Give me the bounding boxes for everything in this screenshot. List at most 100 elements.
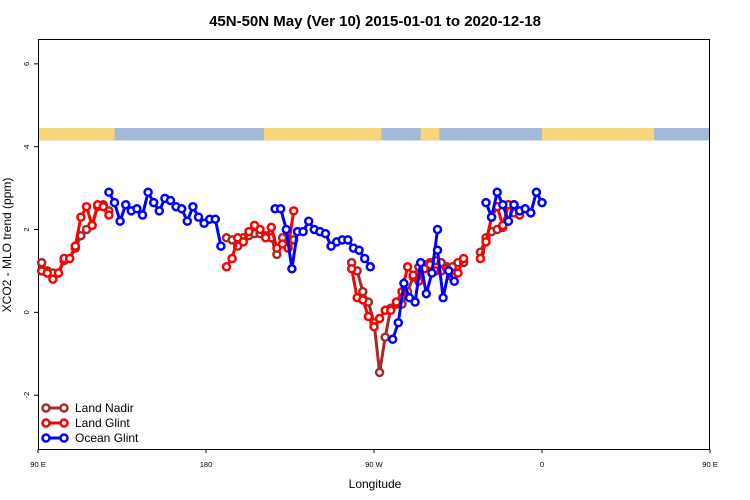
chart-title: 45N-50N May (Ver 10) 2015-01-01 to 2020-… bbox=[209, 13, 541, 30]
data-point bbox=[526, 208, 536, 218]
y-tick-label: 2 bbox=[22, 227, 31, 231]
data-point bbox=[537, 197, 547, 208]
data-point bbox=[154, 206, 165, 216]
data-point bbox=[369, 322, 379, 332]
data-point bbox=[498, 199, 508, 210]
x-tick-label: 90 W bbox=[365, 460, 383, 469]
data-point bbox=[303, 216, 314, 226]
data-point bbox=[421, 288, 432, 299]
data-point bbox=[365, 262, 376, 272]
x-tick-label: 0 bbox=[540, 460, 544, 469]
data-point bbox=[137, 210, 148, 220]
data-point bbox=[53, 268, 64, 278]
data-point bbox=[393, 317, 404, 328]
legend-label: Land Glint bbox=[75, 416, 130, 430]
data-point bbox=[399, 278, 409, 289]
data-point bbox=[374, 367, 385, 378]
data-point bbox=[109, 197, 120, 208]
data-point bbox=[266, 222, 277, 233]
x-axis-label: Longitude bbox=[349, 477, 402, 491]
x-tick-label: 90 E bbox=[702, 460, 717, 469]
data-point bbox=[188, 201, 198, 212]
data-point bbox=[148, 197, 159, 208]
data-point bbox=[143, 187, 153, 197]
data-point bbox=[221, 262, 232, 272]
data-point bbox=[244, 226, 254, 237]
x-tick-label: 180 bbox=[200, 460, 213, 469]
data-point bbox=[120, 199, 131, 210]
data-point bbox=[104, 210, 114, 220]
data-point bbox=[481, 237, 491, 247]
legend-label: Ocean Glint bbox=[75, 431, 139, 445]
data-point bbox=[64, 253, 75, 264]
data-point bbox=[104, 187, 114, 197]
y-axis-label: XCO2 - MLO trend (ppm) bbox=[0, 178, 14, 313]
data-point bbox=[346, 264, 357, 274]
legend-marker bbox=[59, 418, 69, 428]
data-point bbox=[486, 212, 497, 222]
data-point bbox=[358, 286, 368, 297]
data-point bbox=[288, 206, 299, 216]
data-point bbox=[415, 257, 426, 268]
y-tick-label: 0 bbox=[22, 310, 31, 314]
data-point bbox=[281, 224, 292, 235]
data-point bbox=[492, 187, 502, 197]
data-point bbox=[438, 293, 448, 303]
x-tick-label: 90 E bbox=[30, 460, 45, 469]
data-point bbox=[216, 241, 226, 251]
series-line bbox=[436, 250, 456, 299]
axis-ticks: -2 0 2 4 6 90 E 180 90 W 0 90 E bbox=[22, 62, 718, 469]
legend-marker bbox=[41, 418, 51, 428]
data-point bbox=[432, 245, 443, 255]
land-band bbox=[38, 128, 115, 141]
data-point bbox=[238, 237, 249, 247]
data-point bbox=[193, 212, 204, 222]
data-point bbox=[475, 253, 486, 264]
data-point bbox=[36, 257, 47, 268]
data-point bbox=[87, 220, 97, 231]
legend-marker bbox=[41, 433, 51, 443]
legend-marker bbox=[59, 433, 69, 443]
data-point bbox=[70, 241, 81, 251]
data-point bbox=[320, 228, 331, 239]
data-point bbox=[531, 187, 542, 197]
series-ocean-glint bbox=[104, 187, 547, 345]
data-point bbox=[402, 262, 413, 272]
data-point bbox=[210, 214, 221, 224]
legend-marker bbox=[59, 403, 69, 413]
land-band bbox=[542, 128, 654, 141]
data-point bbox=[48, 274, 58, 284]
data-point bbox=[343, 235, 353, 245]
data-point bbox=[432, 224, 443, 235]
data-point bbox=[391, 297, 402, 307]
data-point bbox=[115, 216, 125, 226]
data-point bbox=[481, 197, 491, 208]
data-point bbox=[42, 268, 53, 278]
legend-marker bbox=[41, 403, 51, 413]
data-point bbox=[387, 334, 398, 345]
data-point bbox=[449, 276, 460, 287]
data-point bbox=[76, 212, 86, 222]
series-land-glint bbox=[36, 199, 525, 332]
data-point bbox=[255, 224, 265, 235]
data-point bbox=[227, 253, 237, 264]
map-band bbox=[38, 128, 710, 141]
data-point bbox=[358, 295, 368, 305]
data-point bbox=[458, 253, 469, 264]
data-point bbox=[380, 332, 390, 342]
data-point bbox=[503, 216, 514, 226]
data-point bbox=[427, 268, 437, 278]
legend-label: Land Nadir bbox=[75, 401, 134, 415]
data-point bbox=[443, 266, 454, 276]
plot-area bbox=[38, 39, 710, 450]
data-point bbox=[260, 233, 271, 243]
data-point bbox=[298, 226, 308, 237]
land-band bbox=[263, 128, 382, 141]
data-point bbox=[81, 201, 92, 212]
data-point bbox=[275, 204, 286, 214]
data-point bbox=[386, 305, 396, 316]
data-point bbox=[354, 245, 364, 255]
data-point bbox=[165, 195, 176, 206]
